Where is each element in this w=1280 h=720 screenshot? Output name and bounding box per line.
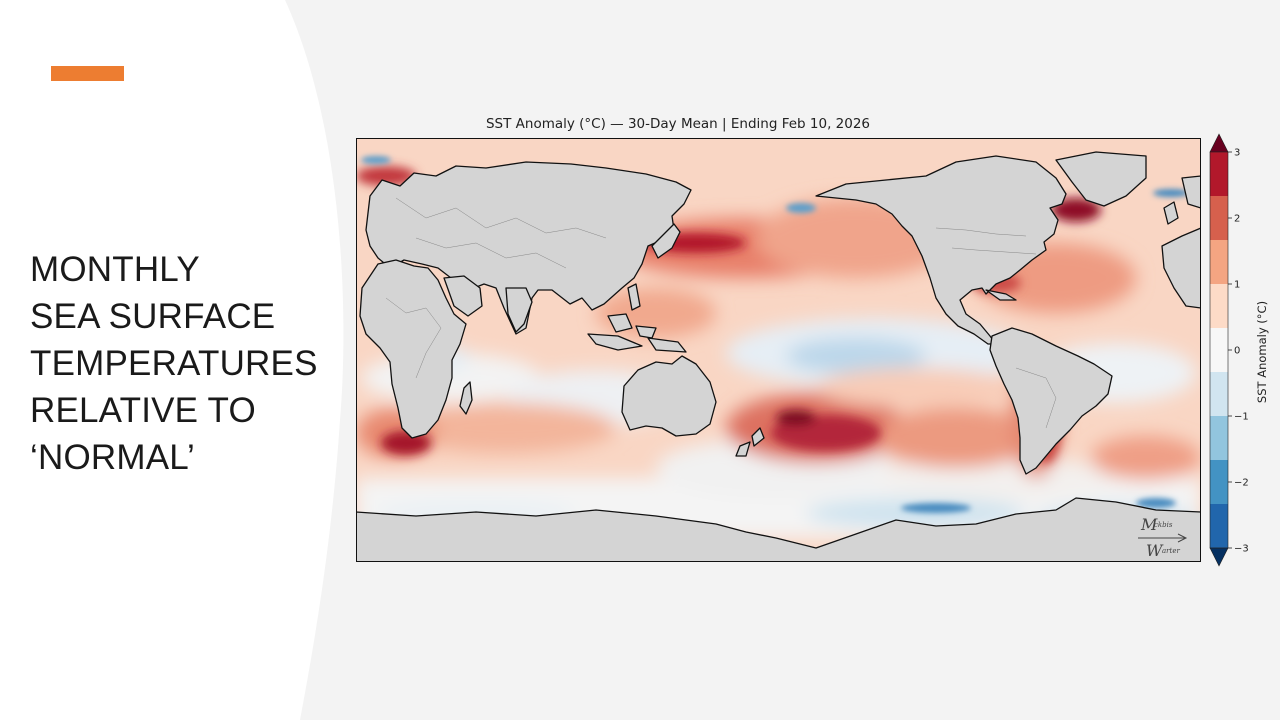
south-america-landmass xyxy=(989,327,1113,475)
colorbar: 3 2 1 0 −1 −2 −3 SST Anomaly (°C) xyxy=(1209,133,1269,567)
svg-text:W: W xyxy=(1146,541,1164,560)
colorbar-segment xyxy=(1210,328,1228,373)
land-masses xyxy=(356,151,1201,562)
colorbar-tick-label: 3 xyxy=(1234,148,1240,159)
colorbar-tick-label: −3 xyxy=(1234,544,1249,555)
title-line: MONTHLY xyxy=(30,250,200,289)
svg-text:M: M xyxy=(1140,515,1158,534)
svg-text:ckbis: ckbis xyxy=(1154,521,1173,529)
colorbar-segment xyxy=(1210,196,1228,241)
watermark-logo: M ckbis W arter xyxy=(1138,515,1188,560)
colorbar-tick-label: −2 xyxy=(1234,478,1249,489)
colorbar-extend-low xyxy=(1209,547,1229,567)
colorbar-segment xyxy=(1210,284,1228,329)
colorbar-tick-label: 1 xyxy=(1234,280,1240,291)
colorbar-segment xyxy=(1210,416,1228,461)
title-line: SEA SURFACE xyxy=(30,297,276,336)
svg-text:arter: arter xyxy=(1162,547,1180,555)
antarctica-landmass xyxy=(356,497,1201,562)
africa-landmass xyxy=(359,259,467,439)
colorbar-segment xyxy=(1210,372,1228,417)
colorbar-segment xyxy=(1210,460,1228,505)
colorbar-segment xyxy=(1210,152,1228,197)
colorbar-tick-label: 0 xyxy=(1234,346,1240,357)
north-america-landmass xyxy=(815,155,1067,345)
eurasia-landmass xyxy=(365,161,692,335)
colorbar-extend-high xyxy=(1209,133,1229,153)
title-line: TEMPERATURES xyxy=(30,344,318,383)
map-title: SST Anomaly (°C) — 30-Day Mean | Ending … xyxy=(485,116,871,132)
colorbar-tick-label: 2 xyxy=(1234,214,1240,225)
colorbar-segment xyxy=(1210,240,1228,285)
colorbar-segment xyxy=(1210,504,1228,549)
colorbar-label: SST Anomaly (°C) xyxy=(1255,301,1269,403)
colorbar-tick-label: −1 xyxy=(1234,412,1249,423)
accent-bar xyxy=(51,66,124,81)
australia-landmass xyxy=(621,355,717,437)
title-line: ‘NORMAL’ xyxy=(30,438,195,477)
slide-title: MONTHLY SEA SURFACE TEMPERATURES RELATIV… xyxy=(30,246,330,481)
sst-anomaly-map: M ckbis W arter xyxy=(356,138,1201,562)
title-line: RELATIVE TO xyxy=(30,391,256,430)
